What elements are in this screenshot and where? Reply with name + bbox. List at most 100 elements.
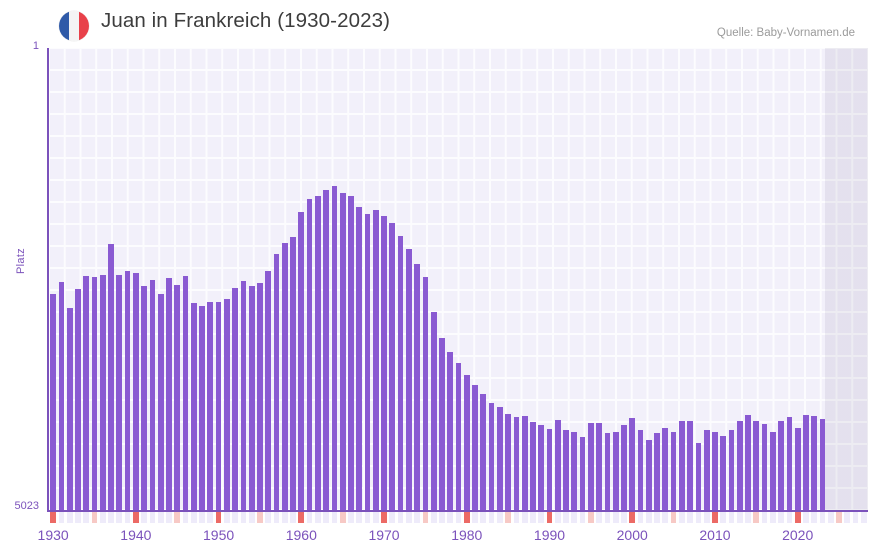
tick-cell: [232, 512, 239, 523]
bar: [405, 249, 412, 510]
bar: [703, 429, 710, 510]
x-axis-line: [47, 510, 868, 512]
x-axis-labels: 1930 1940 1950 1960 1970 1980 1990 2000 2010 2020: [38, 527, 868, 549]
bar: [530, 422, 536, 510]
tick-cell: [819, 512, 826, 523]
tick-cell: [736, 512, 743, 523]
bar: [604, 433, 611, 510]
tick-cell: [596, 512, 603, 523]
bar: [447, 351, 454, 510]
tick-cell: [645, 512, 652, 523]
tick-cell: [654, 512, 660, 523]
tick-cell: [356, 512, 363, 523]
tick-cell: [786, 512, 793, 523]
flag-band-white: [68, 11, 79, 41]
bar: [414, 264, 421, 510]
bar: [480, 393, 487, 510]
bar: [323, 189, 330, 510]
tick-cell: [108, 512, 114, 523]
tick-cell: [331, 512, 338, 523]
tick-cell-half-decade: [505, 512, 512, 523]
bar: [372, 209, 379, 510]
tick-cell-half-decade: [422, 512, 429, 523]
x-axis-tick-label: 2000: [616, 527, 648, 543]
bar: [745, 414, 751, 510]
tick-cell: [58, 512, 65, 523]
tick-cell: [472, 512, 478, 523]
bar: [298, 211, 305, 510]
tick-cell-half-decade: [91, 512, 98, 523]
bar: [381, 216, 387, 510]
bar: [670, 432, 677, 510]
bar: [794, 427, 801, 510]
bar: [712, 431, 718, 510]
bar: [596, 423, 603, 510]
bar: [108, 243, 114, 510]
tick-cell: [778, 512, 785, 523]
tick-cell: [612, 512, 619, 523]
tick-cell: [66, 512, 73, 523]
bar: [472, 384, 478, 510]
flag-band-red: [78, 11, 89, 41]
tick-cell: [695, 512, 702, 523]
tick-cell: [554, 512, 561, 523]
tick-cell: [447, 512, 454, 523]
tick-cell: [281, 512, 288, 523]
tick-cell: [207, 512, 214, 523]
y-axis-tick-label-bottom: 5023: [14, 500, 39, 512]
tick-cell: [662, 512, 669, 523]
tick-cell: [157, 512, 164, 523]
bar: [687, 421, 694, 510]
tick-cell: [439, 512, 445, 523]
tick-cell-decade: [463, 512, 470, 523]
tick-cell-decade: [132, 512, 139, 523]
bar: [505, 414, 512, 510]
tick-cell: [803, 512, 809, 523]
tick-cell: [273, 512, 280, 523]
bar: [720, 436, 727, 510]
x-axis-tick-label: 2020: [782, 527, 814, 543]
bar: [579, 437, 586, 510]
bar: [132, 273, 139, 510]
bar: [166, 277, 172, 510]
x-axis-tick-label: 1960: [285, 527, 317, 543]
tick-cell: [190, 512, 197, 523]
tick-cell: [149, 512, 156, 523]
bar: [190, 302, 197, 510]
bar-series: [49, 48, 868, 510]
x-axis-tick-label: 1980: [451, 527, 483, 543]
bar: [496, 406, 503, 510]
bar: [488, 403, 495, 510]
bar: [769, 432, 776, 510]
bar: [819, 418, 826, 510]
tick-cell: [480, 512, 487, 523]
tick-cell: [199, 512, 205, 523]
bar: [546, 428, 553, 510]
page-title: Juan in Frankreich (1930-2023): [101, 9, 391, 32]
tick-cell-decade: [50, 512, 57, 523]
tick-cell: [844, 512, 851, 523]
x-axis-tick-label: 1940: [120, 527, 152, 543]
bar: [662, 427, 669, 510]
tick-cell: [579, 512, 586, 523]
bar: [75, 288, 81, 510]
bar: [182, 276, 189, 510]
bar: [174, 285, 181, 510]
tick-cell: [687, 512, 694, 523]
tick-cell-half-decade: [587, 512, 594, 523]
bar: [199, 305, 205, 510]
bar: [521, 415, 528, 510]
bar: [331, 185, 338, 510]
bar: [257, 283, 263, 510]
bar: [290, 236, 296, 510]
bar: [761, 424, 768, 510]
bar: [463, 375, 470, 510]
bar: [265, 270, 272, 510]
bar: [207, 301, 214, 510]
x-axis-tick-label: 2010: [699, 527, 731, 543]
bar: [753, 421, 760, 510]
bar: [430, 311, 437, 510]
tick-cell: [364, 512, 371, 523]
bar: [637, 429, 644, 510]
bar: [538, 425, 545, 510]
